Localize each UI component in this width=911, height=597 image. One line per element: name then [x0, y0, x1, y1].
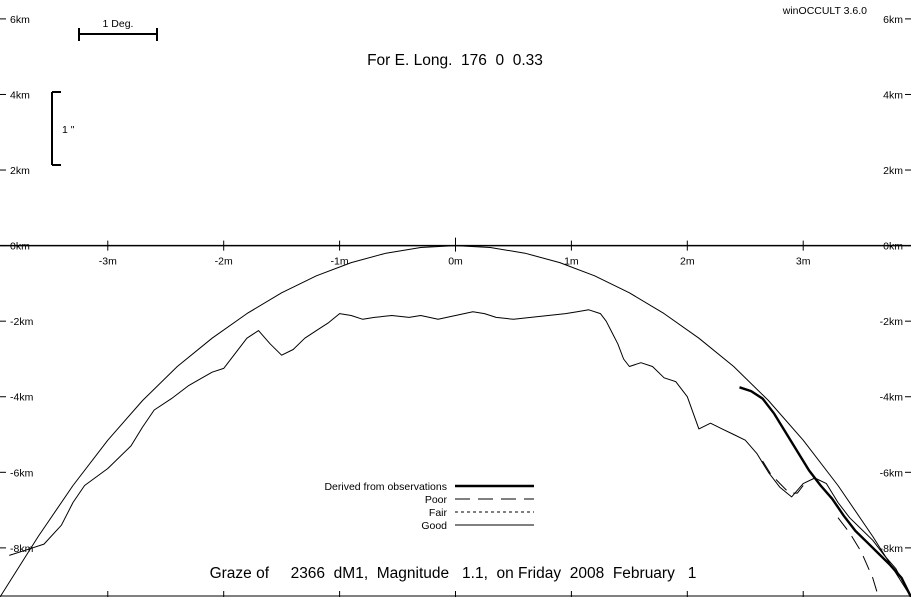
y-tick-label-left: -6km [10, 467, 34, 479]
scale-bar-arcsec [51, 91, 61, 166]
scale-bar-deg [78, 28, 158, 41]
legend-label: Derived from observations [324, 481, 447, 493]
scale-bars [51, 28, 158, 166]
labels: winOCCULT 3.6.0 For E. Long. 176 0 0.33 … [62, 5, 867, 582]
y-tick-label-right: -4km [880, 392, 904, 404]
x-tick-label: -2m [215, 256, 233, 268]
y-tick-label-right: 4km [883, 89, 903, 101]
y-tick-label-left: -2km [10, 316, 34, 328]
y-tick-label-right: -2km [880, 316, 904, 328]
series-thick-line [739, 386, 911, 597]
scale-bar-deg-label: 1 Deg. [103, 18, 134, 30]
y-tick-label-right: 2km [883, 165, 903, 177]
axes: -3m -2m -1m 0m 1m 2m 3m 6km 6km 4km 4km 2km 2km 0km 0k… [0, 14, 911, 597]
x-tick-label: 3m [796, 256, 811, 268]
y-tick-label-left: -8km [10, 543, 34, 555]
software-label: winOCCULT 3.6.0 [782, 5, 867, 17]
series-dashed-line [762, 460, 804, 494]
y-tick-label-right: 6km [883, 14, 903, 26]
scale-bar-arcsec-label: 1 " [62, 124, 75, 136]
x-tick-label: 2m [680, 256, 695, 268]
legend-label: Poor [425, 494, 448, 506]
y-tick-label-left: 6km [10, 14, 30, 26]
legend-label: Good [421, 520, 447, 532]
y-tick-label-right: -6km [880, 467, 904, 479]
series-thin-line [0, 245, 911, 597]
chart-title: Graze of 2366 dM1, Magnitude 1.1, on Fri… [210, 565, 697, 582]
series-dashed-line [837, 517, 879, 597]
y-tick-label-left: 2km [10, 165, 30, 177]
y-tick-label-left: -4km [10, 392, 34, 404]
x-tick-label: 1m [564, 256, 579, 268]
series-layer [0, 245, 911, 597]
y-tick-label-right: 0km [883, 241, 903, 253]
y-tick-label-left: 0km [10, 241, 30, 253]
header-label: For E. Long. 176 0 0.33 [367, 52, 543, 69]
series-thin-line [9, 309, 911, 597]
x-tick-label: 0m [448, 256, 463, 268]
x-tick-label: -1m [331, 256, 349, 268]
y-tick-label-left: 4km [10, 89, 30, 101]
x-tick-label: -3m [99, 256, 117, 268]
legend-label: Fair [429, 507, 448, 519]
y-tick-label-right: -8km [880, 543, 904, 555]
